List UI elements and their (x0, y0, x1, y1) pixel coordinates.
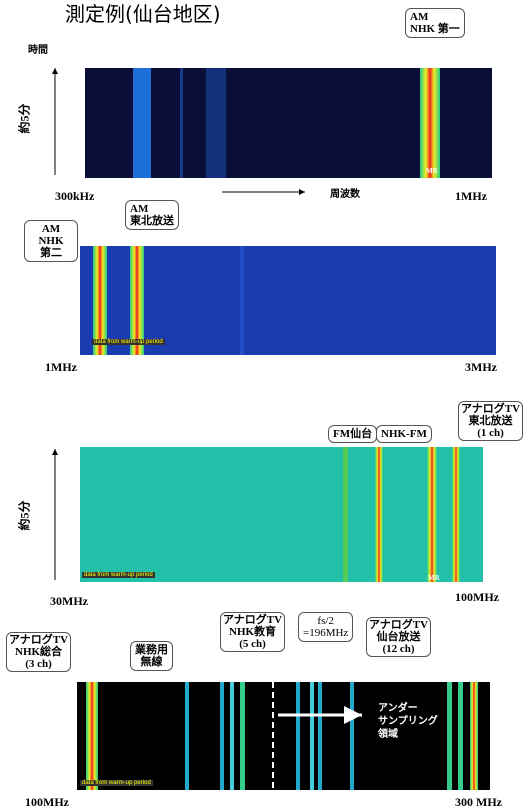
callout: AM 東北放送 (125, 200, 179, 230)
x-start: 300kHz (55, 190, 94, 203)
callout: FM仙台 (328, 425, 377, 443)
duration: 約5分 (19, 500, 32, 530)
callout: 業務用 無線 (130, 641, 173, 671)
note: data from warm-up period (82, 572, 155, 578)
x-start: 30MHz (50, 595, 88, 608)
x-end: 300 MHz (455, 796, 502, 809)
x-end: 3MHz (465, 361, 497, 374)
callout: アナログTV 東北放送 (1 ch) (458, 401, 523, 441)
marker: MR (428, 572, 440, 585)
spectrogram-1 (85, 68, 492, 178)
callout: AM NHK 第二 (24, 220, 78, 262)
x-start: 1MHz (45, 361, 77, 374)
graphics (0, 0, 532, 809)
callout: NHK-FM (376, 425, 432, 443)
marker: MR (426, 165, 438, 178)
x-start: 100MHz (25, 796, 69, 809)
spectrogram-3 (80, 447, 483, 582)
callout: アナログTV NHK総合 (3 ch) (6, 632, 71, 672)
callout: fs/2 =196MHz (298, 612, 353, 642)
title: 測定例(仙台地区) (65, 8, 221, 21)
note: data from warm-up period (92, 339, 165, 345)
time-label: 時間 (28, 44, 48, 57)
note: data from warm-up period (80, 780, 153, 786)
callout: AM NHK 第一 (405, 8, 465, 38)
x-axis-label: 周波数 (330, 188, 360, 201)
region-label: アンダー サンプリング 領域 (378, 702, 438, 741)
duration: 約5分 (19, 103, 32, 133)
page: {"header":{"title":"測定例(仙台地区)"}, "panel1… (0, 0, 532, 809)
x-end: 100MHz (455, 591, 499, 604)
callout: アナログTV 仙台放送 (12 ch) (366, 617, 431, 657)
callout: アナログTV NHK教育 (5 ch) (220, 612, 285, 652)
x-end: 1MHz (455, 190, 487, 203)
